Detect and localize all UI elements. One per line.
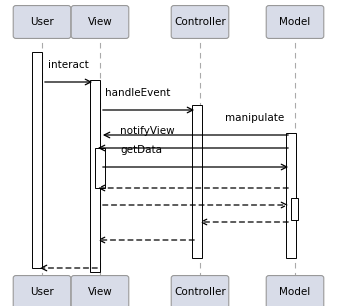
Bar	[90, 80, 100, 272]
Bar	[32, 52, 42, 268]
FancyBboxPatch shape	[71, 275, 129, 306]
Text: View: View	[88, 17, 112, 27]
FancyBboxPatch shape	[266, 6, 324, 39]
FancyBboxPatch shape	[171, 275, 229, 306]
Text: Model: Model	[279, 17, 311, 27]
Bar	[286, 133, 296, 258]
Text: interact: interact	[48, 60, 89, 70]
Bar	[192, 105, 202, 258]
Text: View: View	[88, 287, 112, 297]
FancyBboxPatch shape	[266, 275, 324, 306]
Text: User: User	[30, 17, 54, 27]
FancyBboxPatch shape	[13, 275, 71, 306]
Text: handleEvent: handleEvent	[105, 88, 171, 98]
Bar	[95, 148, 105, 188]
FancyBboxPatch shape	[71, 6, 129, 39]
FancyBboxPatch shape	[13, 6, 71, 39]
Text: Controller: Controller	[174, 287, 226, 297]
Text: Controller: Controller	[174, 17, 226, 27]
Bar	[291, 198, 298, 220]
Text: getData: getData	[120, 145, 162, 155]
Text: manipulate: manipulate	[225, 113, 284, 123]
Text: Model: Model	[279, 287, 311, 297]
Text: notifyView: notifyView	[120, 126, 175, 136]
FancyBboxPatch shape	[171, 6, 229, 39]
Text: User: User	[30, 287, 54, 297]
